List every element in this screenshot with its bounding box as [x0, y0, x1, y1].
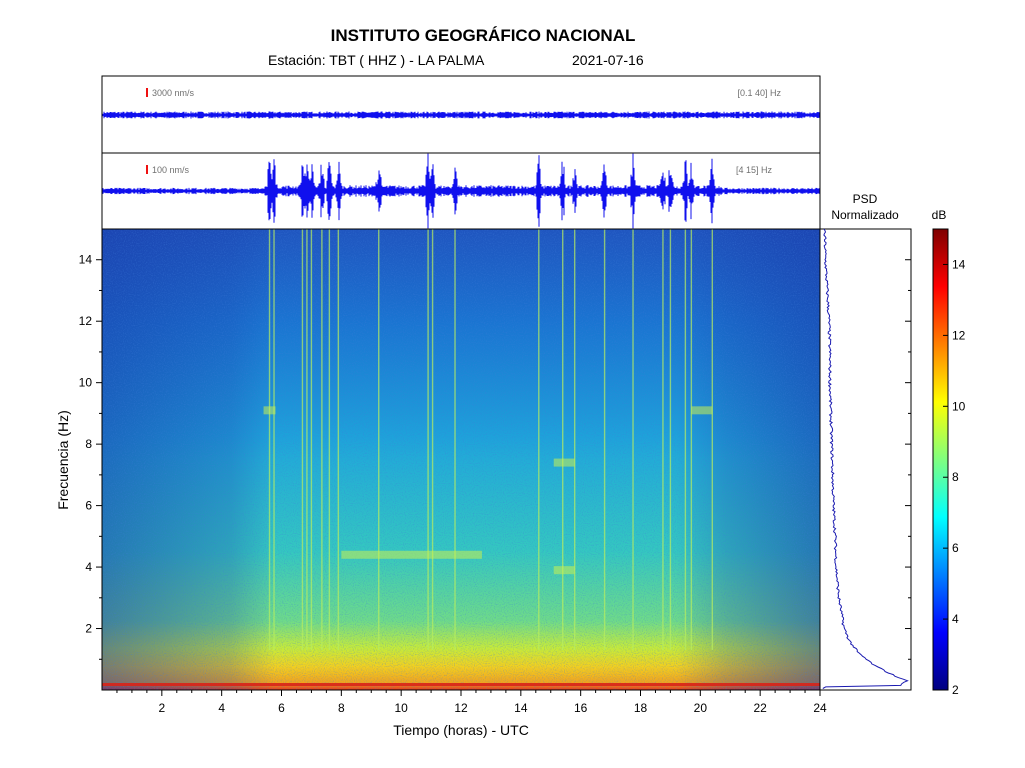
date-label: 2021-07-16	[572, 52, 644, 68]
x-tick-label: 22	[753, 701, 767, 715]
colorbar-tick-label: 2	[952, 683, 959, 697]
y-tick-label: 12	[79, 314, 93, 328]
y-axis-label: Frecuencia (Hz)	[55, 410, 71, 510]
energy-band	[691, 406, 713, 415]
spectrogram	[102, 229, 820, 690]
psd-curve	[822, 228, 909, 689]
trace-waveform-2	[102, 153, 820, 229]
trace-band-label-1: [0.1 40] Hz	[737, 88, 781, 98]
colorbar-tick-label: 4	[952, 612, 959, 626]
x-tick-label: 2	[158, 701, 165, 715]
trace-scale-label-1: 3000 nm/s	[152, 88, 195, 98]
colorbar-tick-label: 14	[952, 257, 966, 271]
station-label: Estación: TBT ( HHZ ) - LA PALMA	[268, 52, 485, 68]
x-tick-label: 4	[218, 701, 225, 715]
x-axis-label: Tiempo (horas) - UTC	[393, 722, 529, 738]
trace-scale-label-2: 100 nm/s	[152, 165, 190, 175]
scale-bar-2	[146, 165, 148, 174]
trace-waveform-1	[102, 111, 820, 119]
x-tick-label: 20	[694, 701, 708, 715]
y-tick-label: 10	[79, 376, 93, 390]
trace-path	[102, 111, 820, 119]
colorbar	[932, 228, 949, 691]
x-tick-label: 16	[574, 701, 588, 715]
psd-panel	[819, 228, 912, 691]
scale-bar-1	[146, 88, 148, 97]
event-lines	[263, 229, 713, 650]
x-tick-label: 8	[338, 701, 345, 715]
energy-band	[553, 458, 575, 467]
trace-band-label-2: [4 15] Hz	[736, 165, 773, 175]
x-tick-label: 10	[394, 701, 408, 715]
energy-band	[341, 550, 482, 559]
energy-band	[553, 566, 575, 575]
x-tick-label: 6	[278, 701, 285, 715]
colorbar-label: dB	[932, 208, 947, 222]
x-tick-label: 12	[454, 701, 468, 715]
y-tick-label: 8	[85, 437, 92, 451]
colorbar-ticks: 2 4 6 8 10 12 14	[943, 257, 966, 697]
colorbar-tick-label: 12	[952, 328, 966, 342]
x-tick-label: 18	[634, 701, 648, 715]
x-tick-label: 24	[813, 701, 827, 715]
psd-ticks	[905, 259, 911, 660]
x-tick-label: 14	[514, 701, 528, 715]
colorbar-tick-label: 6	[952, 541, 959, 555]
y-tick-label: 4	[85, 560, 92, 574]
colorbar-tick-label: 8	[952, 470, 959, 484]
psd-label-line2: Normalizado	[831, 208, 899, 222]
trace-path	[102, 153, 820, 229]
x-axis: 2 4 6 8 10 12 14 16 18 20 22 24	[116, 690, 827, 715]
psd-label-line1: PSD	[853, 192, 878, 206]
page-title: INSTITUTO GEOGRÁFICO NACIONAL	[330, 26, 636, 45]
y-tick-label: 6	[85, 499, 92, 513]
energy-band	[263, 406, 276, 415]
colorbar-tick-label: 10	[952, 399, 966, 413]
y-tick-label: 14	[79, 253, 93, 267]
y-tick-label: 2	[85, 622, 92, 636]
